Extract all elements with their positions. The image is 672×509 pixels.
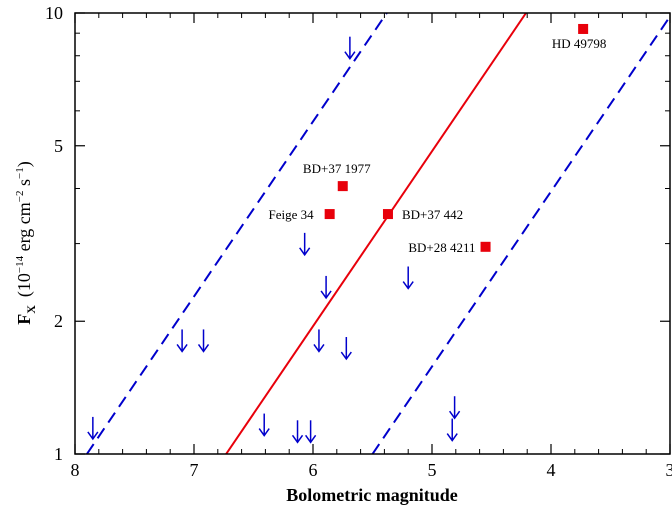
upper-limit-arrow (446, 418, 458, 442)
detection-label: BD+37 442 (402, 207, 463, 222)
dashed-line-1 (86, 13, 388, 454)
detection-marker (382, 209, 393, 220)
y-tick-label: 5 (54, 136, 63, 156)
upper-limit-arrow (344, 36, 356, 60)
detection-label: HD 49798 (552, 36, 607, 51)
y-tick-label: 1 (54, 444, 63, 464)
x-tick-label: 5 (428, 460, 437, 480)
upper-limit-arrow (305, 420, 317, 444)
y-axis-title: FX(10−14 erg cm−2 s−1) (14, 161, 38, 325)
x-tick-label: 6 (309, 460, 318, 480)
dashed-line-2 (371, 14, 670, 454)
upper-limit-arrow (258, 413, 270, 437)
x-tick-label: 4 (547, 460, 556, 480)
upper-limit-arrow (402, 266, 414, 290)
upper-limit-arrow (448, 396, 461, 420)
fit-lines (86, 13, 670, 454)
x-tick-label: 7 (190, 460, 199, 480)
solid-line-0 (225, 13, 527, 454)
upper-limits (87, 36, 461, 444)
upper-limit-arrow (176, 329, 188, 353)
axes: 8 7 6 5 4 3 1 2 5 10 (45, 3, 672, 480)
upper-limit-arrow (320, 275, 332, 300)
x-tick-label: 3 (666, 460, 672, 480)
detection-label: Feige 34 (269, 207, 315, 222)
detection-marker (578, 23, 589, 34)
plot-frame (74, 12, 671, 455)
upper-limit-arrow (313, 329, 325, 353)
y-tick-label: 10 (45, 3, 63, 23)
upper-limit-arrow (291, 420, 304, 444)
x-tick-label: 8 (71, 460, 80, 480)
y-tick-label: 2 (54, 311, 63, 331)
detection-marker (337, 181, 348, 192)
x-axis-title: Bolometric magnitude (286, 485, 457, 505)
upper-limit-arrow (197, 329, 210, 353)
detection-label: BD+37 1977 (303, 161, 371, 176)
upper-limit-arrow (299, 232, 311, 257)
upper-limit-arrow (87, 416, 99, 441)
detection-label: BD+28 4211 (408, 240, 475, 255)
detection-marker (480, 241, 491, 252)
detections: HD 49798 BD+37 1977 Feige 34 BD+37 442 BD+28… (269, 23, 607, 255)
upper-limit-arrow (340, 337, 352, 361)
detection-marker (324, 209, 335, 220)
